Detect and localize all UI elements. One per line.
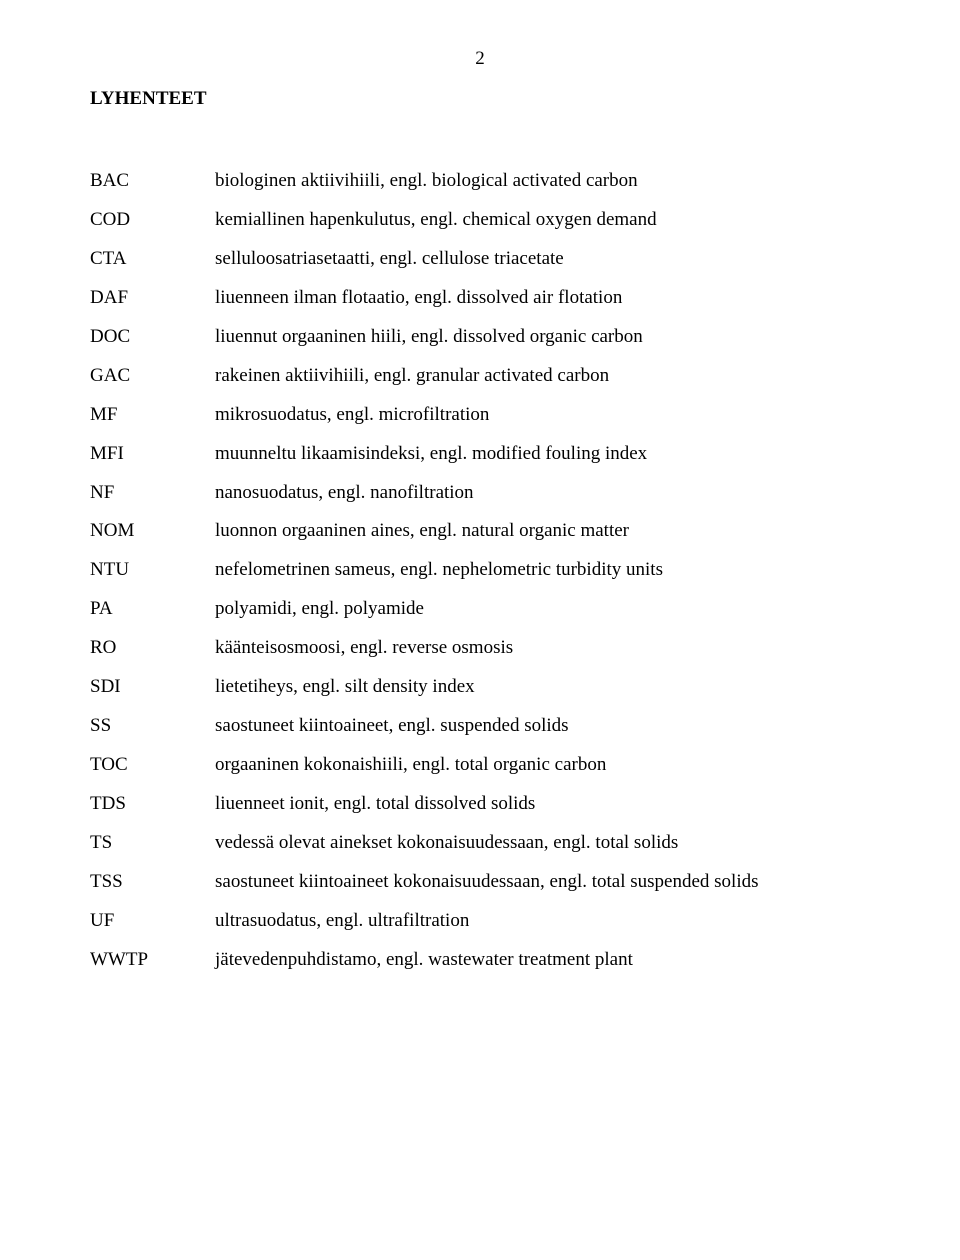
term-row: DAFliuenneen ilman flotaatio, engl. diss… [90, 279, 870, 318]
term-row: TOCorgaaninen kokonaishiili, engl. total… [90, 746, 870, 785]
term-definition: käänteisosmoosi, engl. reverse osmosis [215, 629, 870, 668]
term-definition: biologinen aktiivihiili, engl. biologica… [215, 162, 870, 201]
term-row: BACbiologinen aktiivihiili, engl. biolog… [90, 162, 870, 201]
term-list: BACbiologinen aktiivihiili, engl. biolog… [90, 162, 870, 980]
term-definition: liuennut orgaaninen hiili, engl. dissolv… [215, 318, 870, 357]
term-row: SDIlietetiheys, engl. silt density index [90, 668, 870, 707]
term-definition: nanosuodatus, engl. nanofiltration [215, 474, 870, 513]
term-definition: jätevedenpuhdistamo, engl. wastewater tr… [215, 941, 870, 980]
term-definition: liuenneen ilman flotaatio, engl. dissolv… [215, 279, 870, 318]
term-definition: kemiallinen hapenkulutus, engl. chemical… [215, 201, 870, 240]
term-row: ROkäänteisosmoosi, engl. reverse osmosis [90, 629, 870, 668]
page-number: 2 [90, 48, 870, 70]
term-abbr: UF [90, 902, 215, 941]
term-abbr: TSS [90, 863, 215, 902]
term-row: MFImuunneltu likaamisindeksi, engl. modi… [90, 435, 870, 474]
term-definition: orgaaninen kokonaishiili, engl. total or… [215, 746, 870, 785]
term-abbr: WWTP [90, 941, 215, 980]
term-abbr: SS [90, 707, 215, 746]
term-row: NTUnefelometrinen sameus, engl. nephelom… [90, 551, 870, 590]
term-abbr: RO [90, 629, 215, 668]
term-definition: muunneltu likaamisindeksi, engl. modifie… [215, 435, 870, 474]
document-page: 2 LYHENTEET BACbiologinen aktiivihiili, … [0, 0, 960, 1028]
term-definition: rakeinen aktiivihiili, engl. granular ac… [215, 357, 870, 396]
term-row: GACrakeinen aktiivihiili, engl. granular… [90, 357, 870, 396]
term-row: UFultrasuodatus, engl. ultrafiltration [90, 902, 870, 941]
term-abbr: NOM [90, 512, 215, 551]
term-definition: luonnon orgaaninen aines, engl. natural … [215, 512, 870, 551]
term-abbr: SDI [90, 668, 215, 707]
term-definition: nefelometrinen sameus, engl. nephelometr… [215, 551, 870, 590]
term-abbr: MF [90, 396, 215, 435]
term-row: TDSliuenneet ionit, engl. total dissolve… [90, 785, 870, 824]
term-abbr: COD [90, 201, 215, 240]
term-row: WWTPjätevedenpuhdistamo, engl. wastewate… [90, 941, 870, 980]
term-abbr: MFI [90, 435, 215, 474]
term-row: SSsaostuneet kiintoaineet, engl. suspend… [90, 707, 870, 746]
term-row: PApolyamidi, engl. polyamide [90, 590, 870, 629]
term-row: MFmikrosuodatus, engl. microfiltration [90, 396, 870, 435]
term-abbr: NF [90, 474, 215, 513]
term-abbr: NTU [90, 551, 215, 590]
term-row: NOMluonnon orgaaninen aines, engl. natur… [90, 512, 870, 551]
term-abbr: TOC [90, 746, 215, 785]
term-definition: vedessä olevat ainekset kokonaisuudessaa… [215, 824, 870, 863]
term-abbr: TDS [90, 785, 215, 824]
term-abbr: DOC [90, 318, 215, 357]
term-definition: selluloosatriasetaatti, engl. cellulose … [215, 240, 870, 279]
term-row: NFnanosuodatus, engl. nanofiltration [90, 474, 870, 513]
term-abbr: DAF [90, 279, 215, 318]
term-abbr: BAC [90, 162, 215, 201]
page-heading: LYHENTEET [90, 88, 870, 110]
term-row: CODkemiallinen hapenkulutus, engl. chemi… [90, 201, 870, 240]
term-definition: mikrosuodatus, engl. microfiltration [215, 396, 870, 435]
term-abbr: CTA [90, 240, 215, 279]
term-definition: ultrasuodatus, engl. ultrafiltration [215, 902, 870, 941]
term-definition: polyamidi, engl. polyamide [215, 590, 870, 629]
term-row: TSSsaostuneet kiintoaineet kokonaisuudes… [90, 863, 870, 902]
term-abbr: GAC [90, 357, 215, 396]
term-row: DOCliuennut orgaaninen hiili, engl. diss… [90, 318, 870, 357]
term-abbr: TS [90, 824, 215, 863]
term-row: CTAselluloosatriasetaatti, engl. cellulo… [90, 240, 870, 279]
term-definition: liuenneet ionit, engl. total dissolved s… [215, 785, 870, 824]
term-definition: saostuneet kiintoaineet, engl. suspended… [215, 707, 870, 746]
term-row: TSvedessä olevat ainekset kokonaisuudess… [90, 824, 870, 863]
term-abbr: PA [90, 590, 215, 629]
term-definition: saostuneet kiintoaineet kokonaisuudessaa… [215, 863, 870, 902]
term-definition: lietetiheys, engl. silt density index [215, 668, 870, 707]
